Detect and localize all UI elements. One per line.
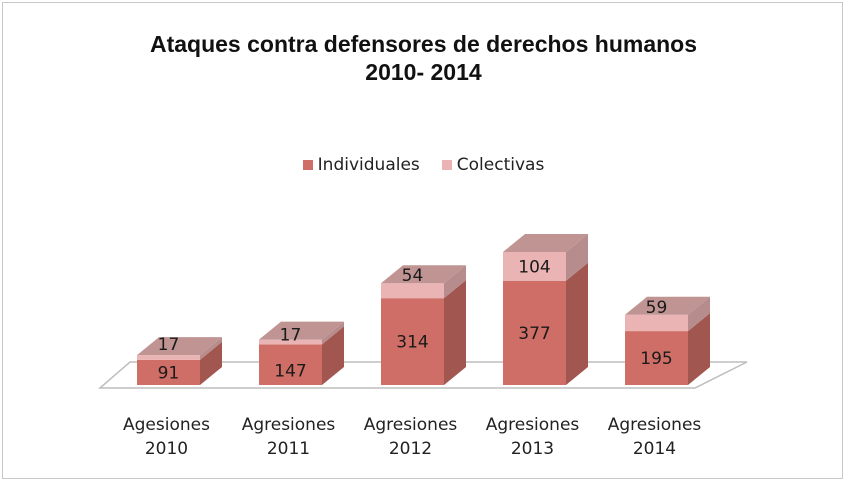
x-tick-label-2-line-0: Agresiones [364, 415, 458, 435]
bar-individuales-1-front [259, 344, 322, 385]
bar-colectivas-2-front [381, 283, 444, 299]
legend-swatch-individuales [302, 160, 313, 170]
chart-title-main: Ataques contra defensores de derechos hu… [149, 31, 698, 57]
data-label-colectivas-1: 17 [280, 325, 302, 345]
legend-label-individuales: Individuales [317, 155, 420, 175]
legend-swatch-colectivas [441, 160, 452, 170]
bar-individuales-0-side [200, 341, 222, 385]
bar-individuales-2-front [381, 298, 444, 385]
data-label-individuales-1: 147 [274, 362, 306, 382]
bar-colectivas-4-side [688, 296, 710, 332]
bar-colectivas-0-side [200, 337, 222, 360]
x-tick-label-0-line-1: 2010 [145, 439, 188, 459]
data-label-colectivas-3: 104 [518, 257, 550, 277]
x-tick-label-3-line-0: Agresiones [486, 415, 580, 435]
legend: Individuales Colectivas [0, 155, 847, 175]
bar-top-4 [625, 296, 710, 315]
bar-colectivas-4-front [625, 314, 688, 332]
bar-colectivas-1-front [259, 339, 322, 345]
chart-title: Ataques contra defensores de derechos hu… [0, 30, 847, 86]
bar-individuales-3-front [503, 280, 566, 385]
bar-top-3 [503, 234, 588, 252]
legend-item-colectivas: Colectivas [441, 155, 545, 175]
x-tick-label-3-line-1: 2013 [511, 439, 554, 459]
x-tick-label-4-line-0: Agresiones [608, 415, 702, 435]
x-tick-label-1-line-1: 2011 [267, 439, 310, 459]
bar-individuales-4-front [625, 331, 688, 385]
data-label-colectivas-4: 59 [646, 298, 668, 318]
data-label-individuales-2: 314 [396, 333, 428, 353]
x-tick-label-2-line-1: 2012 [389, 439, 432, 459]
bar-colectivas-2-side [444, 265, 466, 299]
bar-individuales-1-side [322, 326, 344, 385]
data-label-colectivas-2: 54 [402, 266, 424, 286]
bar-colectivas-0-front [137, 355, 200, 360]
bar-individuales-3-side [566, 262, 588, 385]
data-label-individuales-4: 195 [640, 349, 672, 369]
bar-colectivas-3-front [503, 252, 566, 281]
bar-colectivas-3-side [566, 234, 588, 281]
legend-item-individuales: Individuales [302, 155, 420, 175]
x-tick-label-4-line-1: 2014 [633, 439, 676, 459]
bar-colectivas-1-side [322, 321, 344, 345]
bar-individuales-4-side [688, 313, 710, 385]
bar-top-2 [381, 265, 466, 284]
x-tick-label-0-line-0: Agesiones [123, 415, 210, 435]
x-tick-label-1-line-0: Agresiones [242, 415, 336, 435]
data-label-colectivas-0: 17 [158, 335, 180, 355]
bar-top-1 [259, 321, 344, 340]
data-label-individuales-0: 91 [158, 363, 180, 383]
bar-top-0 [137, 337, 222, 356]
bar-individuales-2-side [444, 280, 466, 385]
legend-label-colectivas: Colectivas [456, 155, 545, 175]
bar-individuales-0-front [137, 359, 200, 385]
data-label-individuales-3: 377 [518, 324, 550, 344]
chart-subtitle: 2010- 2014 [365, 59, 482, 85]
